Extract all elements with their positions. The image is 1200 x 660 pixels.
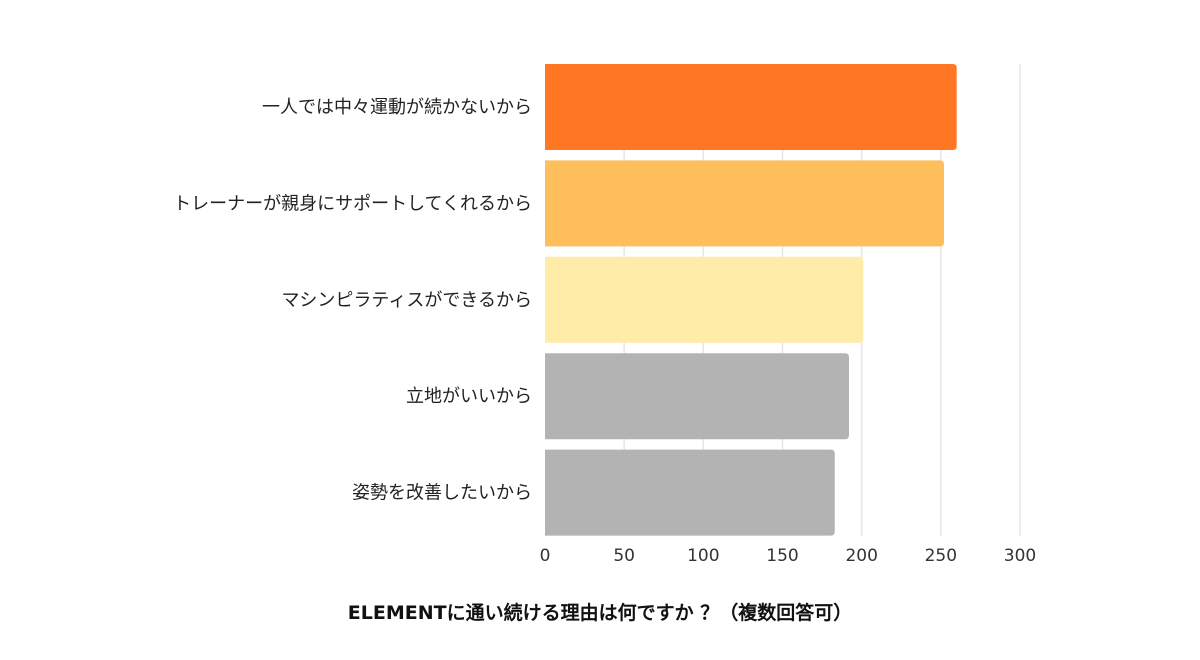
chart-title: ELEMENTに通い続ける理由は何ですか ？（複数回答可） [347, 602, 853, 624]
category-label: マシンピラティスができるから [281, 290, 532, 311]
bar [545, 256, 864, 343]
x-tick-label: 0 [540, 546, 551, 566]
bar [545, 353, 849, 440]
category-labels: 一人では中々運動が続かないからトレーナーが親身にサポートしてくれるからマシンピラ… [173, 97, 532, 504]
bar [545, 64, 957, 150]
bar [545, 160, 944, 247]
x-tick-label: 250 [925, 546, 957, 566]
x-tick-label: 100 [687, 546, 719, 566]
bars [545, 64, 957, 536]
x-tick-label: 200 [845, 546, 877, 566]
category-label: 一人では中々運動が続かないから [262, 97, 532, 118]
category-label: 姿勢を改善したいから [352, 483, 532, 504]
bar-chart: 一人では中々運動が続かないからトレーナーが親身にサポートしてくれるからマシンピラ… [173, 64, 1037, 566]
category-label: トレーナーが親身にサポートしてくれるから [173, 193, 532, 214]
x-tick-label: 150 [766, 546, 798, 566]
bar [545, 449, 835, 536]
category-label: 立地がいいから [406, 386, 532, 407]
x-tick-label: 50 [613, 546, 635, 566]
x-tick-label: 300 [1004, 546, 1036, 566]
x-axis-ticks: 0 50 100 150 200 250 300 [540, 546, 1037, 566]
